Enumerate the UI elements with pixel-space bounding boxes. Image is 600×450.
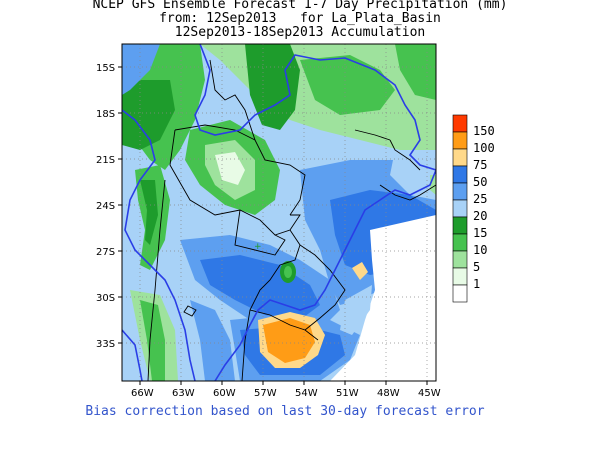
lat-lon-grid	[122, 44, 436, 381]
legend-label: 150	[473, 124, 495, 138]
bias-correction-note: Bias correction based on last 30-day for…	[85, 404, 485, 419]
latitude-labels: 15S 18S 21S 24S 27S 30S 33S	[96, 63, 115, 350]
precipitation-field	[122, 44, 436, 381]
legend-label: 1	[473, 277, 481, 291]
legend-swatch	[452, 233, 468, 252]
longitude-labels: 66W 63W 60W 57W 54W 51W 48W 45W	[131, 388, 441, 399]
lon-label: 48W	[377, 388, 400, 399]
map-title-line2: from: 12Sep2013 for La_Plata_Basin	[159, 11, 441, 26]
lat-label: 21S	[96, 155, 115, 166]
legend-swatch-bottom	[452, 284, 468, 303]
legend-swatch	[452, 267, 468, 286]
legend-label: 20	[473, 209, 488, 223]
legend-swatch	[452, 199, 468, 218]
legend-swatch	[452, 131, 468, 150]
lon-label: 51W	[336, 388, 359, 399]
legend-label: 50	[473, 175, 488, 189]
legend-swatch	[452, 216, 468, 235]
map-title-line3: 12Sep2013-18Sep2013 Accumulation	[174, 25, 426, 40]
lon-label: 63W	[172, 388, 195, 399]
lat-label: 15S	[96, 63, 115, 74]
legend-swatch	[452, 182, 468, 201]
legend-label: 5	[473, 260, 481, 274]
legend-swatch	[452, 148, 468, 167]
lon-label: 45W	[418, 388, 441, 399]
plot-frame	[121, 43, 437, 382]
basin-outline	[122, 44, 436, 381]
lat-label: 24S	[96, 201, 115, 212]
legend-label: 25	[473, 192, 488, 206]
tick-marks	[118, 66, 428, 385]
lon-label: 66W	[131, 388, 154, 399]
lon-label: 54W	[295, 388, 318, 399]
legend-swatch	[452, 165, 468, 184]
legend-swatch	[452, 114, 468, 133]
legend-label: 15	[473, 226, 488, 240]
lat-label: 18S	[96, 109, 115, 120]
lat-label: 27S	[96, 247, 115, 258]
green-marker-icon: +	[254, 242, 262, 252]
legend-label: 100	[473, 141, 495, 155]
lon-label: 57W	[254, 388, 277, 399]
lat-label: 33S	[96, 339, 115, 350]
legend-swatch	[452, 250, 468, 269]
legend-label: 75	[473, 158, 488, 172]
legend-label: 10	[473, 243, 488, 257]
map-title-line1: NCEP GFS Ensemble Forecast 1-7 Day Preci…	[92, 0, 508, 12]
lat-label: 30S	[96, 293, 115, 304]
lon-label: 60W	[213, 388, 236, 399]
legend-color-bar	[452, 114, 468, 303]
